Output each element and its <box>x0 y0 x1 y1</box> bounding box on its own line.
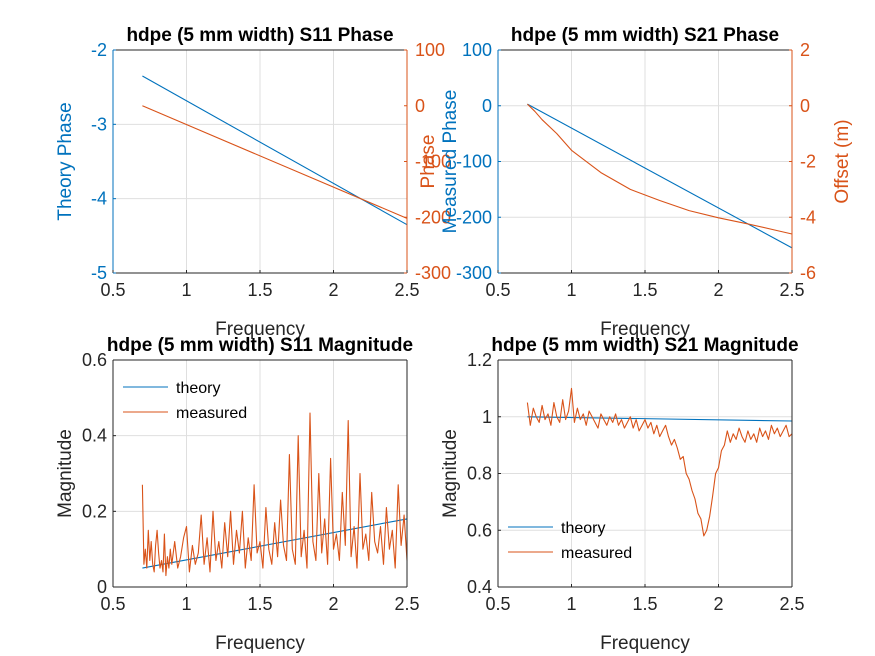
chart-title: hdpe (5 mm width) S21 Phase <box>511 25 779 46</box>
x-tick-label: 1 <box>181 594 191 614</box>
chart-s21-phase: 0.5 1 1.5 2 2.5 -300 -200 -100 0 100 -6 -4 -2 0 2 hdpe … <box>440 25 853 340</box>
x-tick-label: 2.5 <box>394 594 419 614</box>
series-line-measured <box>526 387 793 537</box>
y-tick-label-left: 1 <box>482 407 492 427</box>
y-tick-label-left: -3 <box>91 114 107 134</box>
y-tick-label-left: -200 <box>456 207 492 227</box>
y-tick-label-right: -300 <box>415 263 451 283</box>
x-tick-label: 1.5 <box>632 280 657 300</box>
y-tick-label-right: -6 <box>800 263 816 283</box>
x-tick-label: 1 <box>566 594 576 614</box>
y-tick-label-left: -2 <box>91 40 107 60</box>
series-line-left-orange <box>527 103 793 235</box>
y-tick-label-left: 0.4 <box>467 577 492 597</box>
x-tick-label: 1.5 <box>247 594 272 614</box>
chart-s11-phase: 0.5 1 1.5 2 2.5 -5 -4 -3 -2 -300 -200 -100 0 100 hdpe … <box>55 25 451 340</box>
x-tick-label: 2 <box>713 594 723 614</box>
x-tick-label: 1 <box>181 280 191 300</box>
x-tick-label: 0.5 <box>100 280 125 300</box>
y-tick-label-left: 0.2 <box>82 501 107 521</box>
x-tick-label: 1.5 <box>632 594 657 614</box>
y-tick-label-right: 0 <box>415 96 425 116</box>
y-axis-label-left: Magnitude <box>55 429 76 518</box>
y-tick-label-left: 0 <box>482 96 492 116</box>
y-tick-label-right: 100 <box>415 40 445 60</box>
legend-label-measured: measured <box>176 405 247 422</box>
y-tick-label-left: 0.6 <box>467 520 492 540</box>
y-tick-label-left: -4 <box>91 189 107 209</box>
y-tick-label-left: 0.4 <box>82 426 107 446</box>
y-axis-label-right: Offset (m) <box>832 119 853 203</box>
series-line-measured <box>141 412 408 577</box>
y-tick-label-left: -5 <box>91 263 107 283</box>
x-tick-label: 0.5 <box>485 280 510 300</box>
x-tick-label: 2.5 <box>779 280 804 300</box>
legend-label-measured: measured <box>561 545 632 562</box>
series-line-right-orange <box>142 105 408 219</box>
x-axis-label: Frequency <box>215 633 305 654</box>
chart-title: hdpe (5 mm width) S21 Magnitude <box>491 335 798 356</box>
y-tick-label-right: 0 <box>800 96 810 116</box>
series-line-theory <box>527 416 793 422</box>
y-tick-label-left: 0 <box>97 577 107 597</box>
y-tick-label-left: 100 <box>462 40 492 60</box>
legend: theory measured <box>123 380 247 422</box>
y-tick-label-left: 0.6 <box>82 350 107 370</box>
x-tick-label: 2.5 <box>394 280 419 300</box>
x-tick-label: 1.5 <box>247 280 272 300</box>
y-tick-label-right: -4 <box>800 207 816 227</box>
x-axis-label: Frequency <box>600 319 690 340</box>
x-tick-label: 2.5 <box>779 594 804 614</box>
y-tick-label-left: -100 <box>456 152 492 172</box>
y-axis-label-left: Measured Phase <box>440 90 461 234</box>
chart-title: hdpe (5 mm width) S11 Magnitude <box>107 335 413 356</box>
legend: theory measured <box>508 520 632 562</box>
y-axis-label-left: Magnitude <box>440 429 461 518</box>
y-tick-label-right: -100 <box>415 152 451 172</box>
legend-label-theory: theory <box>561 520 605 537</box>
y-axis-label-right: Phase <box>418 135 439 189</box>
x-tick-label: 0.5 <box>100 594 125 614</box>
y-tick-label-left: -300 <box>456 263 492 283</box>
series-line-theory <box>142 518 408 569</box>
x-axis-label: Frequency <box>215 319 305 340</box>
y-tick-label-right: -200 <box>415 207 451 227</box>
x-tick-label: 2 <box>328 280 338 300</box>
legend-label-theory: theory <box>176 380 220 397</box>
y-tick-label-left: 0.8 <box>467 464 492 484</box>
x-tick-label: 2 <box>328 594 338 614</box>
y-axis-label-left: Theory Phase <box>55 102 76 220</box>
y-tick-label-right: -2 <box>800 152 816 172</box>
x-tick-label: 0.5 <box>485 594 510 614</box>
x-tick-label: 2 <box>713 280 723 300</box>
x-axis-label: Frequency <box>600 633 690 654</box>
y-tick-label-right: 2 <box>800 40 810 60</box>
chart-title: hdpe (5 mm width) S11 Phase <box>126 25 393 46</box>
y-tick-label-left: 1.2 <box>467 350 492 370</box>
x-tick-label: 1 <box>566 280 576 300</box>
